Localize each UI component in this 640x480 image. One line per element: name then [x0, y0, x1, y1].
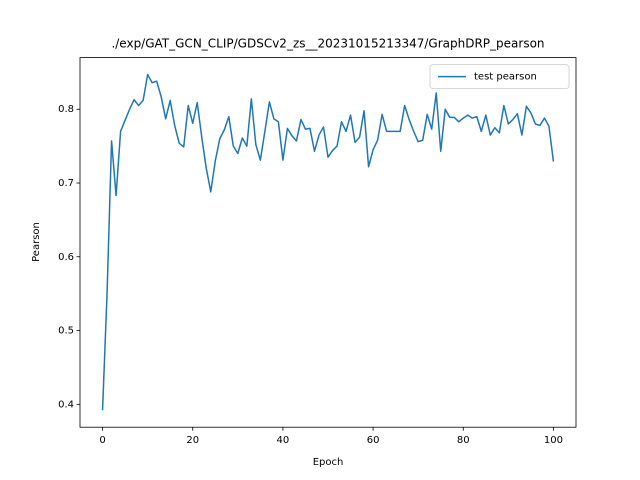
x-tick-label: 60	[367, 435, 380, 446]
x-tick-label: 80	[457, 435, 470, 446]
legend-box	[429, 64, 570, 89]
x-axis-label: Epoch	[313, 457, 344, 468]
y-tick-label: 0.7	[58, 178, 74, 189]
x-tick-label: 100	[544, 435, 563, 446]
y-tick-label: 0.8	[58, 104, 74, 115]
x-tick-label: 20	[186, 435, 199, 446]
legend-label: test pearson	[474, 72, 537, 83]
y-axis-label: Pearson	[31, 222, 42, 262]
data-line	[101, 73, 555, 411]
y-tick-label: 0.6	[58, 252, 74, 263]
plot-frame	[79, 57, 577, 428]
x-tick-label: 0	[99, 435, 105, 446]
y-tick-label: 0.5	[58, 326, 74, 337]
x-tick-label: 40	[277, 435, 290, 446]
chart-title: ./exp/GAT_GCN_CLIP/GDSCv2_zs__2023101521…	[111, 37, 544, 51]
y-tick-label: 0.4	[58, 399, 74, 410]
